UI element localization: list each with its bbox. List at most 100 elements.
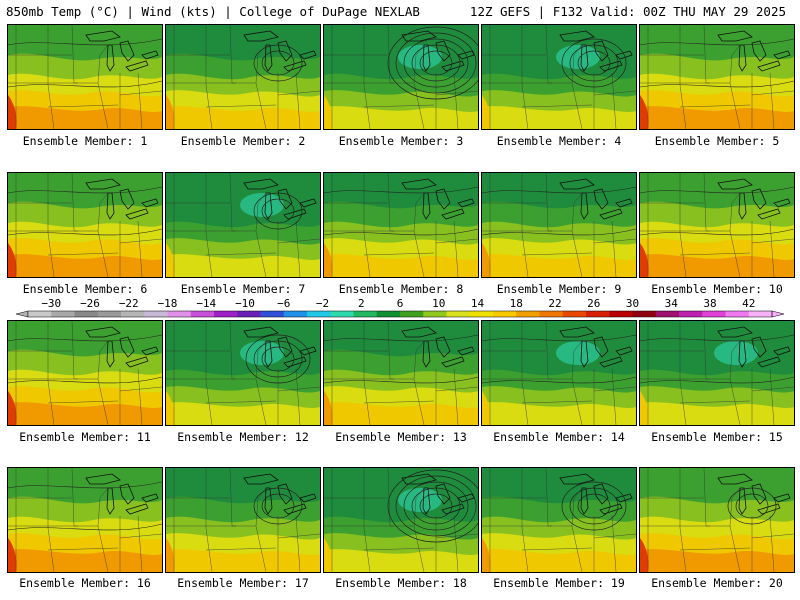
state-border	[277, 238, 320, 244]
colorbar-svg: −30 −26 −22 −18 −14 −10 −6 −2 2 6 10 14 18 22 26 30 34 38…	[15, 297, 785, 318]
state-border	[453, 368, 459, 425]
great-lakes-outline	[125, 503, 149, 515]
low-pressure-contour	[577, 493, 611, 519]
state-border	[751, 533, 794, 539]
great-lakes-outline	[751, 188, 767, 210]
great-lakes-outline	[401, 178, 437, 190]
temp-band	[166, 391, 175, 425]
ensemble-member-label: Ensemble Member: 8	[338, 282, 464, 296]
state-border	[545, 25, 549, 84]
colorbar-segment	[748, 311, 773, 317]
temp-band	[166, 254, 320, 277]
great-lakes-outline	[125, 356, 149, 368]
great-lakes-outline	[757, 356, 781, 368]
state-border	[729, 340, 741, 380]
great-lakes-outline	[559, 30, 595, 42]
colorbar-tick-label: −14	[196, 297, 216, 310]
state-border	[679, 104, 751, 108]
state-border	[295, 515, 301, 572]
ensemble-member-label: Ensemble Member: 5	[654, 134, 780, 148]
colorbar-segment	[586, 311, 610, 317]
ensemble-member-map	[165, 24, 321, 130]
great-lakes-outline	[119, 40, 135, 62]
colorbar-tick-label: 2	[358, 297, 365, 310]
great-lakes-outline	[85, 473, 121, 485]
colorbar-tick-label: −2	[316, 297, 329, 310]
ensemble-member-label: Ensemble Member: 20	[651, 576, 783, 590]
low-pressure-contour	[253, 340, 303, 378]
wind-contour	[482, 376, 636, 384]
map-field	[324, 173, 478, 277]
state-border	[295, 220, 301, 277]
temp-band	[8, 95, 17, 129]
great-lakes-outline	[283, 503, 307, 515]
temp-band	[8, 538, 17, 572]
great-lakes-outline	[615, 50, 633, 60]
state-border	[679, 252, 751, 256]
low-pressure-contour	[577, 50, 611, 76]
great-lakes-outline	[599, 60, 623, 72]
temperature-colorbar: −30 −26 −22 −18 −14 −10 −6 −2 2 6 10 14 18 22 26 30 34 38…	[0, 296, 800, 320]
map-field	[640, 321, 794, 425]
colorbar-tick-label: 38	[703, 297, 716, 310]
temp-band	[482, 254, 636, 277]
state-border	[119, 90, 162, 96]
state-border	[205, 252, 277, 256]
state-border	[363, 25, 371, 129]
low-pressure-contour	[261, 198, 295, 224]
ensemble-member-label: Ensemble Member: 16	[19, 576, 151, 590]
great-lakes-outline	[441, 356, 465, 368]
state-border	[277, 386, 320, 392]
great-lakes-outline	[457, 346, 475, 356]
state-border	[119, 533, 162, 539]
temp-band	[324, 538, 333, 572]
low-pressure-contour	[735, 493, 769, 519]
temp-band	[8, 243, 17, 277]
low-pressure-contour	[403, 481, 469, 531]
state-border	[435, 533, 478, 539]
state-border	[435, 238, 478, 244]
temp-band	[166, 538, 175, 572]
temp-band	[640, 391, 649, 425]
state-border	[47, 547, 119, 551]
header: 850mb Temp (°C) | Wind (kts) | College o…	[0, 0, 800, 24]
cold-pocket	[240, 193, 284, 217]
colorbar-segment	[51, 311, 75, 317]
colorbar-segment	[725, 311, 750, 317]
low-pressure-contour	[419, 493, 453, 519]
ensemble-member-label: Ensemble Member: 14	[493, 430, 625, 444]
state-border	[97, 340, 109, 380]
colorbar-segment	[121, 311, 145, 317]
colorbar-segment	[446, 311, 471, 317]
great-lakes-outline	[757, 208, 781, 220]
great-lakes-outline	[283, 208, 307, 220]
ensemble-member-map	[165, 172, 321, 278]
great-lakes-outline	[599, 208, 623, 220]
wind-contour	[324, 228, 478, 236]
state-border	[363, 400, 435, 404]
great-lakes-outline	[299, 346, 317, 356]
great-lakes-outline	[243, 473, 279, 485]
great-lakes-outline	[593, 336, 609, 358]
state-border	[205, 104, 277, 108]
colorbar-segment	[190, 311, 215, 317]
state-border	[593, 90, 636, 96]
wind-contour	[8, 186, 162, 194]
low-pressure-contour	[569, 44, 619, 82]
ensemble-member-label: Ensemble Member: 4	[496, 134, 622, 148]
state-border	[729, 192, 741, 232]
cold-pocket	[240, 341, 284, 365]
temp-band	[482, 402, 636, 425]
wind-contour	[8, 334, 162, 342]
wind-contour	[8, 523, 162, 531]
state-border	[71, 321, 75, 380]
map-field	[166, 173, 320, 277]
great-lakes-outline	[559, 473, 595, 485]
great-lakes-outline	[299, 493, 317, 503]
ensemble-member-label: Ensemble Member: 17	[177, 576, 309, 590]
colorbar-left-arrow	[15, 310, 29, 318]
wind-contour	[482, 186, 636, 194]
cold-pocket	[398, 488, 442, 512]
state-border	[751, 238, 794, 244]
state-border	[679, 468, 687, 572]
